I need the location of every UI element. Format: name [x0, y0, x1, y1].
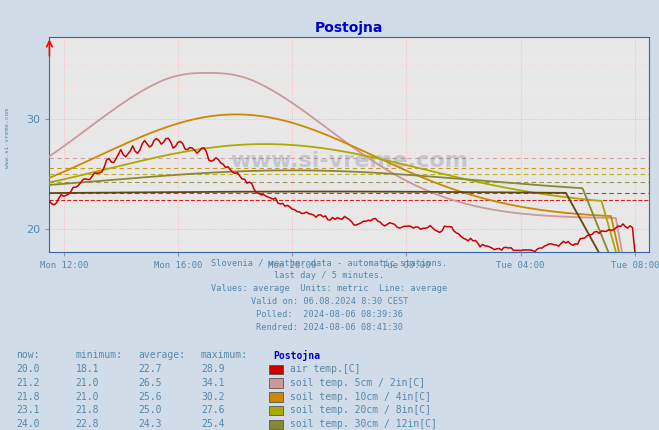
- Text: 25.6: 25.6: [138, 392, 162, 402]
- Text: Valid on: 06.08.2024 8:30 CEST: Valid on: 06.08.2024 8:30 CEST: [251, 297, 408, 306]
- Text: 26.5: 26.5: [138, 378, 162, 388]
- Text: www.si-vreme.com: www.si-vreme.com: [230, 151, 469, 171]
- Text: Rendred: 2024-08-06 08:41:30: Rendred: 2024-08-06 08:41:30: [256, 322, 403, 332]
- Text: average:: average:: [138, 350, 185, 360]
- Title: Postojna: Postojna: [315, 22, 384, 35]
- Text: Polled:  2024-08-06 08:39:36: Polled: 2024-08-06 08:39:36: [256, 310, 403, 319]
- Text: 28.9: 28.9: [201, 364, 225, 374]
- Text: maximum:: maximum:: [201, 350, 248, 360]
- Text: 22.8: 22.8: [76, 419, 100, 429]
- Text: soil temp. 30cm / 12in[C]: soil temp. 30cm / 12in[C]: [290, 419, 437, 429]
- Text: 24.3: 24.3: [138, 419, 162, 429]
- Text: air temp.[C]: air temp.[C]: [290, 364, 360, 374]
- Text: 22.7: 22.7: [138, 364, 162, 374]
- Text: 23.1: 23.1: [16, 405, 40, 415]
- Text: 25.4: 25.4: [201, 419, 225, 429]
- Text: soil temp. 5cm / 2in[C]: soil temp. 5cm / 2in[C]: [290, 378, 425, 388]
- Text: 24.0: 24.0: [16, 419, 40, 429]
- Text: Postojna: Postojna: [273, 350, 320, 362]
- Text: 21.8: 21.8: [76, 405, 100, 415]
- Text: last day / 5 minutes.: last day / 5 minutes.: [274, 271, 385, 280]
- Text: 20.0: 20.0: [16, 364, 40, 374]
- Text: Slovenia / weather data - automatic stations.: Slovenia / weather data - automatic stat…: [212, 258, 447, 267]
- Text: 21.0: 21.0: [76, 392, 100, 402]
- Text: 21.2: 21.2: [16, 378, 40, 388]
- Text: 34.1: 34.1: [201, 378, 225, 388]
- Text: www.si-vreme.com: www.si-vreme.com: [5, 108, 11, 168]
- Text: 18.1: 18.1: [76, 364, 100, 374]
- Text: 30.2: 30.2: [201, 392, 225, 402]
- Text: now:: now:: [16, 350, 40, 360]
- Text: minimum:: minimum:: [76, 350, 123, 360]
- Text: soil temp. 20cm / 8in[C]: soil temp. 20cm / 8in[C]: [290, 405, 431, 415]
- Text: 27.6: 27.6: [201, 405, 225, 415]
- Text: soil temp. 10cm / 4in[C]: soil temp. 10cm / 4in[C]: [290, 392, 431, 402]
- Text: 21.8: 21.8: [16, 392, 40, 402]
- Text: 25.0: 25.0: [138, 405, 162, 415]
- Text: Values: average  Units: metric  Line: average: Values: average Units: metric Line: aver…: [212, 284, 447, 293]
- Text: 21.0: 21.0: [76, 378, 100, 388]
